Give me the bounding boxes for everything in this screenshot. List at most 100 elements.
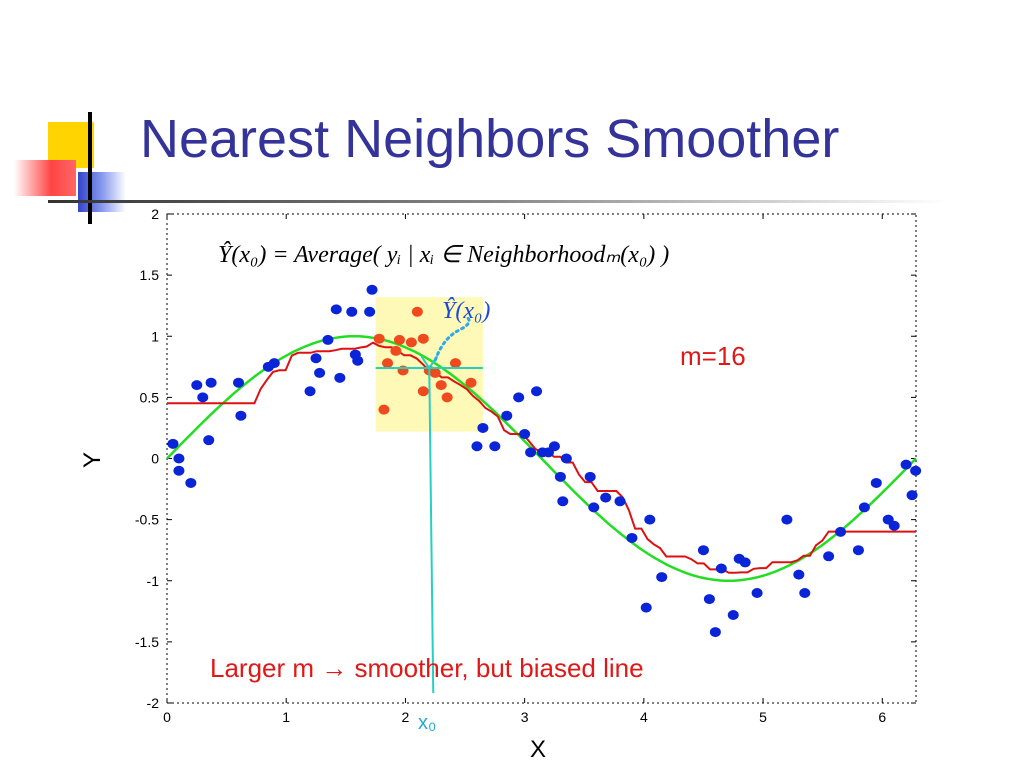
data-point (310, 353, 322, 364)
data-point (531, 386, 543, 397)
data-point (471, 441, 483, 452)
data-points (167, 284, 922, 638)
dotted-pointer (433, 314, 471, 362)
data-point (697, 545, 709, 556)
data-point (626, 532, 638, 543)
neighborhood-point (378, 404, 390, 415)
y-tick-label: -1.5 (135, 634, 159, 650)
data-point (334, 372, 346, 383)
neighborhood-point (429, 367, 441, 378)
data-point (727, 609, 739, 620)
neighborhood-point (390, 345, 402, 356)
data-point (910, 465, 922, 476)
data-point (739, 557, 751, 568)
data-point (525, 447, 537, 458)
data-point (364, 306, 376, 317)
x-tick-label: 1 (282, 709, 290, 725)
caption: Larger m → smoother, but biased line (210, 653, 644, 683)
data-point (781, 514, 793, 525)
data-point (352, 355, 364, 366)
neighborhood-point (393, 334, 405, 345)
y-tick-label: 2 (151, 206, 159, 222)
data-point (548, 441, 560, 452)
data-point (900, 459, 912, 470)
data-point (513, 392, 525, 403)
y-tick-label: -2 (147, 695, 160, 711)
x-tick-label: 4 (640, 709, 648, 725)
data-point (870, 477, 882, 488)
data-point (715, 563, 727, 574)
y-tick-label: -0.5 (135, 512, 159, 528)
slide-title: Nearest Neighbors Smoother (140, 109, 840, 169)
data-point (519, 429, 531, 440)
data-point (656, 572, 668, 583)
data-point (366, 284, 378, 295)
neighborhood-point (411, 306, 423, 317)
data-point (703, 594, 715, 605)
data-point (799, 587, 811, 598)
neighborhood-point (382, 358, 394, 369)
neighborhood-point (449, 358, 461, 369)
data-point (268, 358, 280, 369)
data-point (906, 490, 918, 501)
neighborhood-point (417, 386, 429, 397)
data-point (584, 471, 596, 482)
data-point (477, 422, 489, 433)
y-tick-label: -1 (147, 573, 160, 589)
x-tick-label: 0 (163, 709, 171, 725)
y-axis-label: Y (79, 452, 106, 468)
data-point (614, 496, 626, 507)
data-point (793, 569, 805, 580)
x-tick-label: 3 (521, 709, 529, 725)
data-point (233, 377, 245, 388)
data-point (751, 587, 763, 598)
data-point (888, 520, 900, 531)
neighborhood-point (435, 380, 447, 391)
data-point (205, 377, 217, 388)
x0-vertical-line (428, 368, 435, 694)
data-point (330, 304, 342, 315)
neighborhood-point (373, 333, 385, 344)
data-point (560, 453, 572, 464)
deco-blue-square (78, 172, 126, 212)
data-point (489, 441, 501, 452)
data-point (823, 551, 835, 562)
data-point (197, 392, 209, 403)
x-tick-label: 5 (759, 709, 767, 725)
neighborhood-point (417, 333, 429, 344)
data-point (858, 502, 870, 513)
data-point (173, 453, 185, 464)
yhat-label: Ŷ(x₀) (442, 298, 490, 324)
data-point (203, 435, 215, 446)
x-tick-label: 2 (402, 709, 410, 725)
data-point (501, 410, 513, 421)
data-point (709, 627, 721, 638)
data-point (852, 545, 864, 556)
data-point (557, 496, 569, 507)
data-point (304, 386, 316, 397)
y-tick-label: 1 (151, 328, 159, 344)
axis-ticks: 0 1 2 3 4 5 6 -2 -1.5 -1 -0.5 0 0.5 1 1.5 2 (135, 206, 916, 725)
x0-markers (375, 314, 483, 694)
data-point (554, 471, 566, 482)
x0-label: x₀ (418, 712, 436, 734)
curves (166, 335, 917, 582)
data-point (346, 306, 358, 317)
data-point (588, 502, 600, 513)
data-point (314, 367, 326, 378)
m-label: m=16 (680, 341, 746, 371)
neighborhood-point (397, 365, 409, 376)
x-tick-label: 6 (878, 709, 886, 725)
neighborhood-point (405, 337, 417, 348)
data-point (191, 380, 203, 391)
x-axis-label: X (530, 736, 546, 763)
deco-red-square (14, 160, 76, 196)
true-curve (166, 335, 917, 582)
data-point (322, 334, 334, 345)
data-point (173, 465, 185, 476)
data-point (235, 410, 247, 421)
deco-vertical-line (88, 112, 92, 224)
neighborhood-point (441, 392, 453, 403)
y-tick-label: 0 (151, 451, 159, 467)
